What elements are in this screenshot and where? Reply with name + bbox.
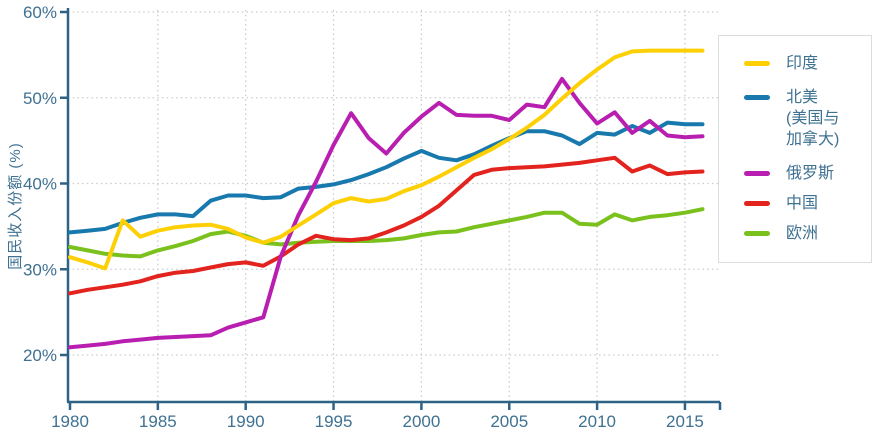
legend-label-india: 印度 bbox=[786, 55, 819, 72]
y-tick-label-30: 30% bbox=[23, 260, 57, 279]
legend-item-russia: 俄罗斯 bbox=[744, 163, 834, 184]
series-line-china bbox=[68, 155, 705, 296]
legend-label-russia: 俄罗斯 bbox=[786, 165, 835, 182]
x-tick-label-2010: 2010 bbox=[578, 412, 616, 431]
x-tick-label-1980: 1980 bbox=[51, 412, 89, 431]
legend-item-north-america: 北美 (美国与 加拿大) bbox=[744, 87, 839, 150]
series-line-russia bbox=[68, 76, 705, 350]
y-tick-label-20: 20% bbox=[23, 346, 57, 365]
legend-label-europe: 欧洲 bbox=[786, 225, 819, 242]
x-tick-label-1990: 1990 bbox=[227, 412, 265, 431]
x-tick-label-2000: 2000 bbox=[402, 412, 440, 431]
legend-swatch-north-america-icon bbox=[744, 95, 770, 100]
legend-item-china: 中国 bbox=[744, 193, 818, 214]
legend-swatch-china-icon bbox=[744, 201, 770, 206]
legend-swatch-russia-icon bbox=[744, 171, 770, 176]
legend-label-north-america: 北美 (美国与 加拿大) bbox=[786, 89, 840, 148]
x-tick-label-2005: 2005 bbox=[490, 412, 528, 431]
y-tick-label-60: 60% bbox=[23, 3, 57, 22]
y-tick-label-50: 50% bbox=[23, 89, 57, 108]
y-tick-label-40: 40% bbox=[23, 175, 57, 194]
x-tick-label-1995: 1995 bbox=[315, 412, 353, 431]
legend-item-europe: 欧洲 bbox=[744, 223, 818, 244]
legend: 印度 北美 (美国与 加拿大) 俄罗斯 中国 欧洲 bbox=[718, 35, 872, 263]
series-line-india bbox=[68, 48, 705, 271]
x-tick-label-1985: 1985 bbox=[139, 412, 177, 431]
legend-label-china: 中国 bbox=[786, 195, 819, 212]
x-tick-label-2015: 2015 bbox=[666, 412, 704, 431]
legend-item-india: 印度 bbox=[744, 53, 818, 74]
y-axis-title: 国民收入份额 (%) bbox=[7, 142, 24, 270]
legend-swatch-india-icon bbox=[744, 61, 770, 66]
series-line-europe bbox=[68, 207, 705, 259]
series-line-north-america bbox=[68, 120, 705, 235]
legend-swatch-europe-icon bbox=[744, 231, 770, 236]
